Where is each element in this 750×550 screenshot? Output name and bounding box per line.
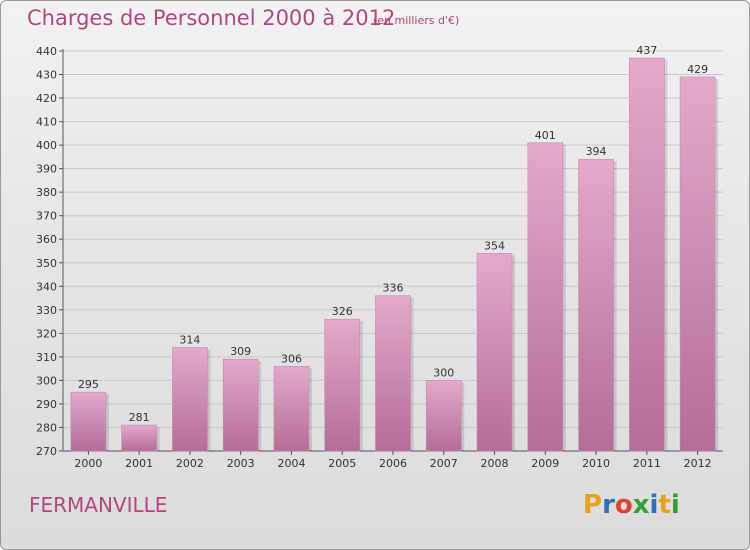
bar <box>629 57 665 452</box>
y-tick-label: 290 <box>36 398 57 411</box>
data-label: 326 <box>332 305 353 318</box>
bar <box>425 380 462 452</box>
data-label: 401 <box>535 129 556 142</box>
data-label: 295 <box>78 378 99 391</box>
y-tick-label: 440 <box>36 45 57 58</box>
logo-letter: i <box>670 490 680 520</box>
bar <box>679 76 716 452</box>
data-label: 429 <box>687 63 708 76</box>
data-label: 354 <box>484 239 505 252</box>
bar <box>578 158 614 452</box>
y-tick-label: 400 <box>36 139 57 152</box>
y-tick-label: 370 <box>36 210 57 223</box>
y-tick-label: 310 <box>36 351 57 364</box>
x-tick-label: 2002 <box>176 457 204 470</box>
x-tick-label: 2007 <box>430 457 458 470</box>
logo-letter: t <box>658 490 671 520</box>
bar <box>324 318 361 452</box>
x-tick-label: 2003 <box>227 457 255 470</box>
y-tick-label: 270 <box>36 445 57 458</box>
y-tick-label: 390 <box>36 163 57 176</box>
data-label: 336 <box>383 282 404 295</box>
y-tick-label: 300 <box>36 374 57 387</box>
x-tick-label: 2004 <box>277 457 305 470</box>
data-label: 314 <box>179 333 200 346</box>
y-tick-label: 410 <box>36 116 57 129</box>
x-tick-label: 2010 <box>582 457 610 470</box>
commune-name: FERMANVILLE <box>29 493 168 517</box>
logo-letter: P <box>583 490 603 520</box>
x-tick-label: 2006 <box>379 457 407 470</box>
y-tick-label: 320 <box>36 327 57 340</box>
bar <box>375 295 411 452</box>
bar <box>222 358 259 452</box>
y-tick-label: 330 <box>36 304 57 317</box>
data-label: 437 <box>636 44 657 57</box>
data-label: 309 <box>230 345 251 358</box>
logo-letter: x <box>632 490 650 520</box>
data-label: 306 <box>281 352 302 365</box>
bar <box>121 424 157 452</box>
x-tick-label: 2005 <box>328 457 356 470</box>
proxiti-logo[interactable]: Proxiti <box>583 490 680 520</box>
bar <box>273 365 310 452</box>
chart-title: Charges de Personnel 2000 à 2012 <box>27 6 396 30</box>
bar <box>527 142 564 452</box>
bar <box>476 253 513 452</box>
y-tick-label: 350 <box>36 257 57 270</box>
bar <box>172 347 208 452</box>
y-tick-label: 380 <box>36 186 57 199</box>
data-label: 394 <box>586 145 607 158</box>
x-tick-label: 2012 <box>684 457 712 470</box>
y-tick-label: 280 <box>36 421 57 434</box>
x-tick-label: 2000 <box>74 457 102 470</box>
chart-unit: (en milliers d'€) <box>373 14 460 27</box>
x-tick-label: 2009 <box>531 457 559 470</box>
data-label: 281 <box>129 411 150 424</box>
y-tick-label: 420 <box>36 92 57 105</box>
y-tick-label: 340 <box>36 280 57 293</box>
logo-letter: i <box>649 490 659 520</box>
x-tick-label: 2011 <box>633 457 661 470</box>
x-tick-label: 2008 <box>481 457 509 470</box>
data-label: 300 <box>433 366 454 379</box>
y-tick-label: 430 <box>36 69 57 82</box>
y-tick-label: 360 <box>36 233 57 246</box>
bar <box>70 391 107 452</box>
logo-letter: r <box>602 490 615 520</box>
x-tick-label: 2001 <box>125 457 153 470</box>
logo-letter: o <box>614 490 633 520</box>
